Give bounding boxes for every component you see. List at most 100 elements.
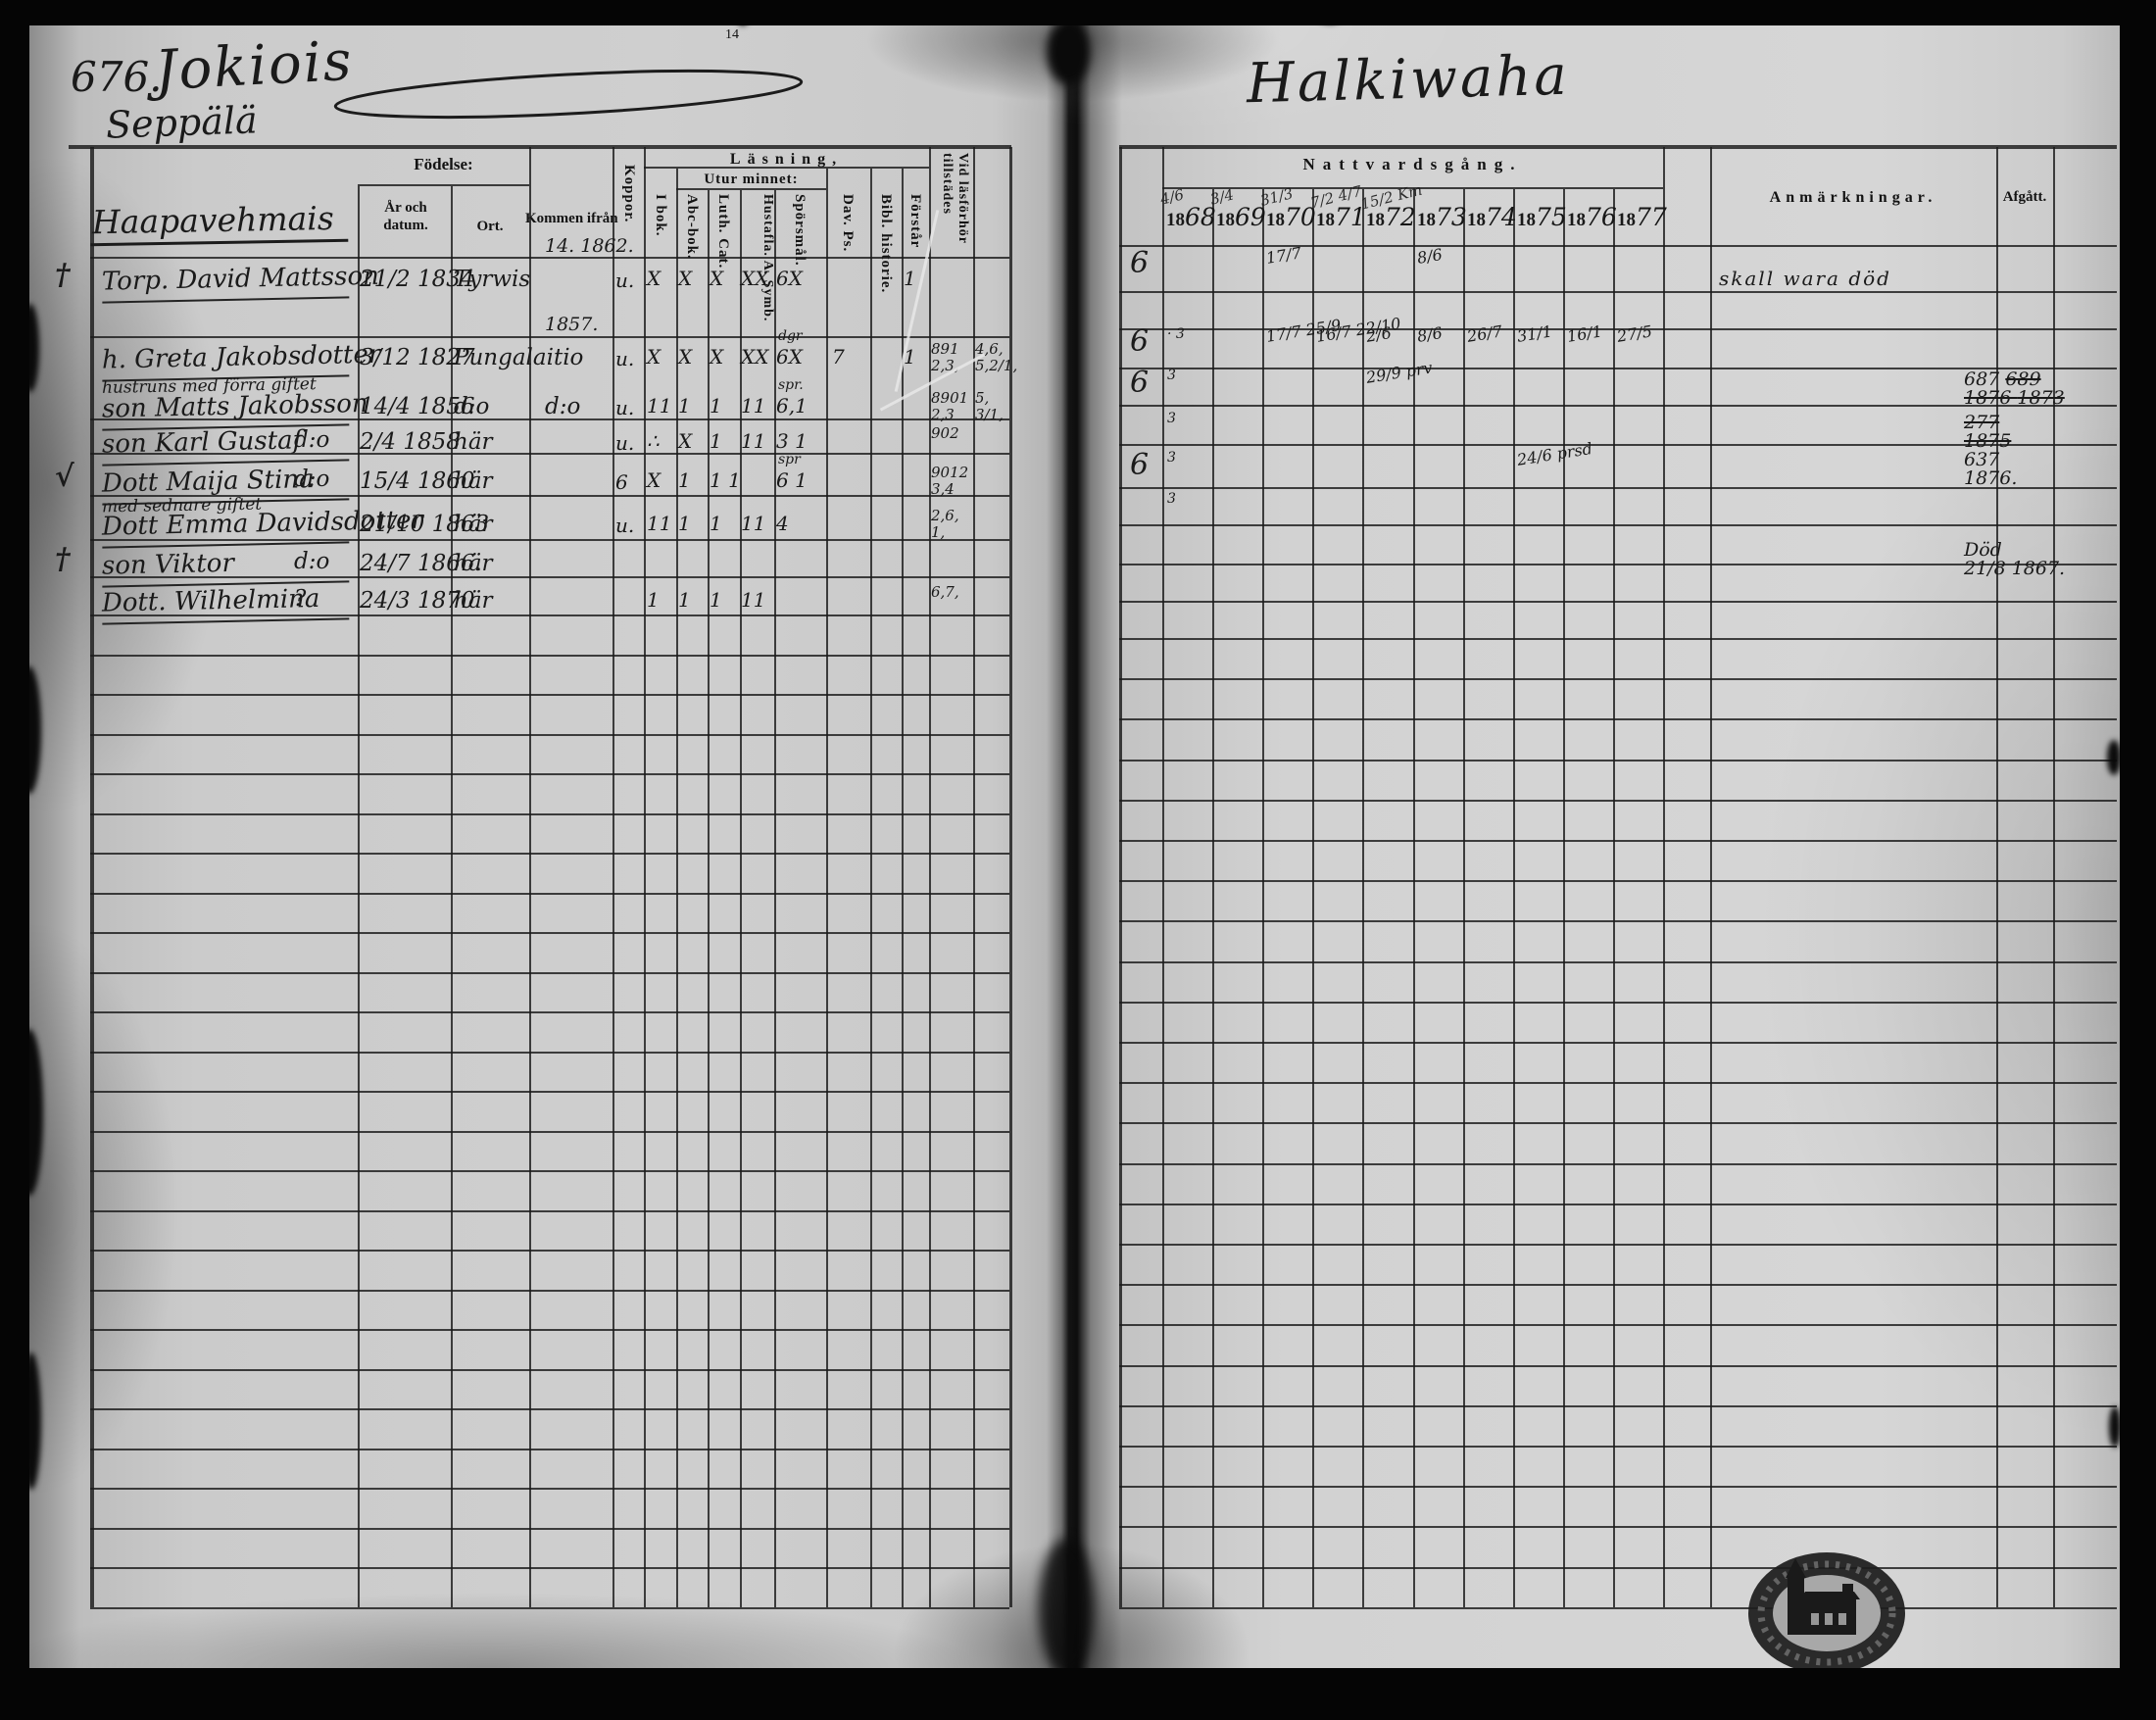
- rule-line: [529, 147, 531, 1607]
- reading-mark: 1 1: [710, 468, 741, 492]
- reading-mark: 11: [647, 394, 672, 418]
- rule-line: [90, 1607, 1009, 1609]
- rule-line: [1009, 147, 1012, 1607]
- birth-date: 24/7 1866.: [360, 551, 482, 576]
- margin-mark: √: [55, 460, 74, 494]
- rule-line: [1119, 800, 2117, 802]
- ditto-mark: d:o: [294, 427, 330, 453]
- reading-mark: 1: [710, 429, 722, 453]
- rule-line: [1119, 147, 1122, 1607]
- rule-line: [1119, 638, 2117, 640]
- year-label: 1871: [1316, 203, 1366, 231]
- communion-ledger-mark: 6: [1130, 246, 1150, 280]
- examination-years-extra: 4,6, 5,2/1,: [975, 340, 1018, 375]
- rule-line: [644, 147, 646, 1607]
- reading-mark: 1: [904, 345, 916, 369]
- rule-line: [1119, 368, 2117, 369]
- birth-place: här: [454, 468, 493, 494]
- rule-line: [1162, 187, 1663, 189]
- rule-line: [902, 169, 904, 1607]
- col-header-anmarkningar: Anmärkningar.: [1769, 189, 1937, 206]
- reading-mark: 6X: [776, 345, 803, 369]
- rule-line: [1119, 145, 2117, 149]
- col-header-koppor: Koppor.: [621, 165, 637, 223]
- rule-line: [1119, 524, 2117, 526]
- reading-mark: 1: [710, 512, 722, 535]
- communion-date: 8/6: [1415, 244, 1445, 268]
- reading-mark: 1: [904, 267, 916, 290]
- rule-line: [90, 655, 1009, 657]
- communion-ledger-mark: 6: [1130, 324, 1150, 359]
- rule-line: [90, 418, 1009, 420]
- col-header-ort: Ort.: [476, 219, 504, 234]
- rule-line: [90, 539, 1009, 541]
- rule-line: [90, 1329, 1009, 1331]
- rule-line: [1162, 147, 1164, 1607]
- rule-line: [90, 1408, 1009, 1410]
- scan-artifact: [2107, 740, 2121, 775]
- rule-line: [1362, 189, 1364, 1607]
- scan-border-left: [0, 0, 29, 1720]
- communion-ledger-submark: 3: [1167, 491, 1176, 507]
- rule-line: [708, 190, 710, 1607]
- rule-line: [69, 145, 1011, 149]
- birth-date: 21/2 1834: [360, 267, 475, 292]
- birth-place: Pungalaitio: [454, 345, 584, 370]
- reading-mark: 6,1: [776, 394, 808, 418]
- margin-mark: †: [55, 542, 71, 576]
- moved-out-note: 1875: [1964, 430, 2012, 452]
- rule-line: [90, 1011, 1009, 1013]
- year-label: 1873: [1417, 203, 1467, 231]
- rule-line: [612, 147, 614, 1607]
- moved-out-note: 1876 1873: [1964, 387, 2065, 409]
- rule-line: [1119, 1204, 2117, 1205]
- communion-date: 2/6: [1364, 322, 1394, 346]
- reading-mark: XX: [741, 267, 769, 290]
- birth-place: d:o: [454, 394, 490, 419]
- communion-ledger-submark: 3: [1167, 368, 1176, 383]
- col-header-bibl-historie: Bibl. historie.: [878, 194, 894, 294]
- reading-mark: X: [647, 345, 662, 369]
- village-name: Seppälä: [105, 98, 259, 147]
- rule-line: [90, 1131, 1009, 1133]
- rule-line: [90, 495, 1009, 497]
- rule-line: [1119, 1365, 2117, 1367]
- communion-ledger-submark: 3: [1167, 411, 1176, 426]
- scan-border-bottom: [0, 1668, 2156, 1720]
- communion-ledger-submark: 3: [1167, 450, 1176, 466]
- rule-line: [90, 893, 1009, 895]
- remark-note: skall wara död: [1719, 267, 1891, 290]
- col-header-sporsmal: Spörsmål.: [792, 194, 808, 267]
- farm-name: Haapavehmais: [89, 199, 349, 247]
- rule-line: [1119, 1526, 2117, 1528]
- record-number: 676.: [71, 53, 163, 101]
- rule-line: [90, 453, 1009, 455]
- col-header-fodelse: Födelse:: [414, 155, 473, 173]
- rule-line: [1119, 1244, 2117, 1246]
- reading-mark-note: spr.: [778, 377, 804, 393]
- binding-shadow: [1039, 1539, 1094, 1676]
- rule-line: [90, 1250, 1009, 1252]
- rule-line: [90, 932, 1009, 934]
- col-header-abc-bok: Abc-bok.: [684, 194, 700, 260]
- rule-line: [90, 773, 1009, 775]
- rule-line: [90, 813, 1009, 815]
- birth-date: 14/4 1856: [360, 394, 475, 419]
- examination-years: 2,6, 1,: [931, 507, 959, 542]
- rule-line: [90, 336, 1009, 338]
- year-label: 1869: [1216, 203, 1266, 231]
- examination-years: 8901 2,3: [931, 389, 969, 424]
- reading-mark: ∴: [647, 429, 660, 453]
- rule-line: [1119, 1163, 2117, 1165]
- col-header-lasning: Läsning,: [729, 151, 844, 168]
- reading-mark: X: [647, 468, 662, 492]
- year-label: 1875: [1517, 203, 1567, 231]
- communion-date: 8/6: [1415, 322, 1445, 346]
- reading-mark: 1: [710, 394, 722, 418]
- came-from-year: 14. 1862.: [545, 235, 634, 257]
- rule-line: [644, 167, 929, 169]
- moved-out-note: 1876.: [1964, 467, 2018, 489]
- rule-line: [1119, 1042, 2117, 1044]
- col-header-forstar: Förstår: [907, 194, 923, 249]
